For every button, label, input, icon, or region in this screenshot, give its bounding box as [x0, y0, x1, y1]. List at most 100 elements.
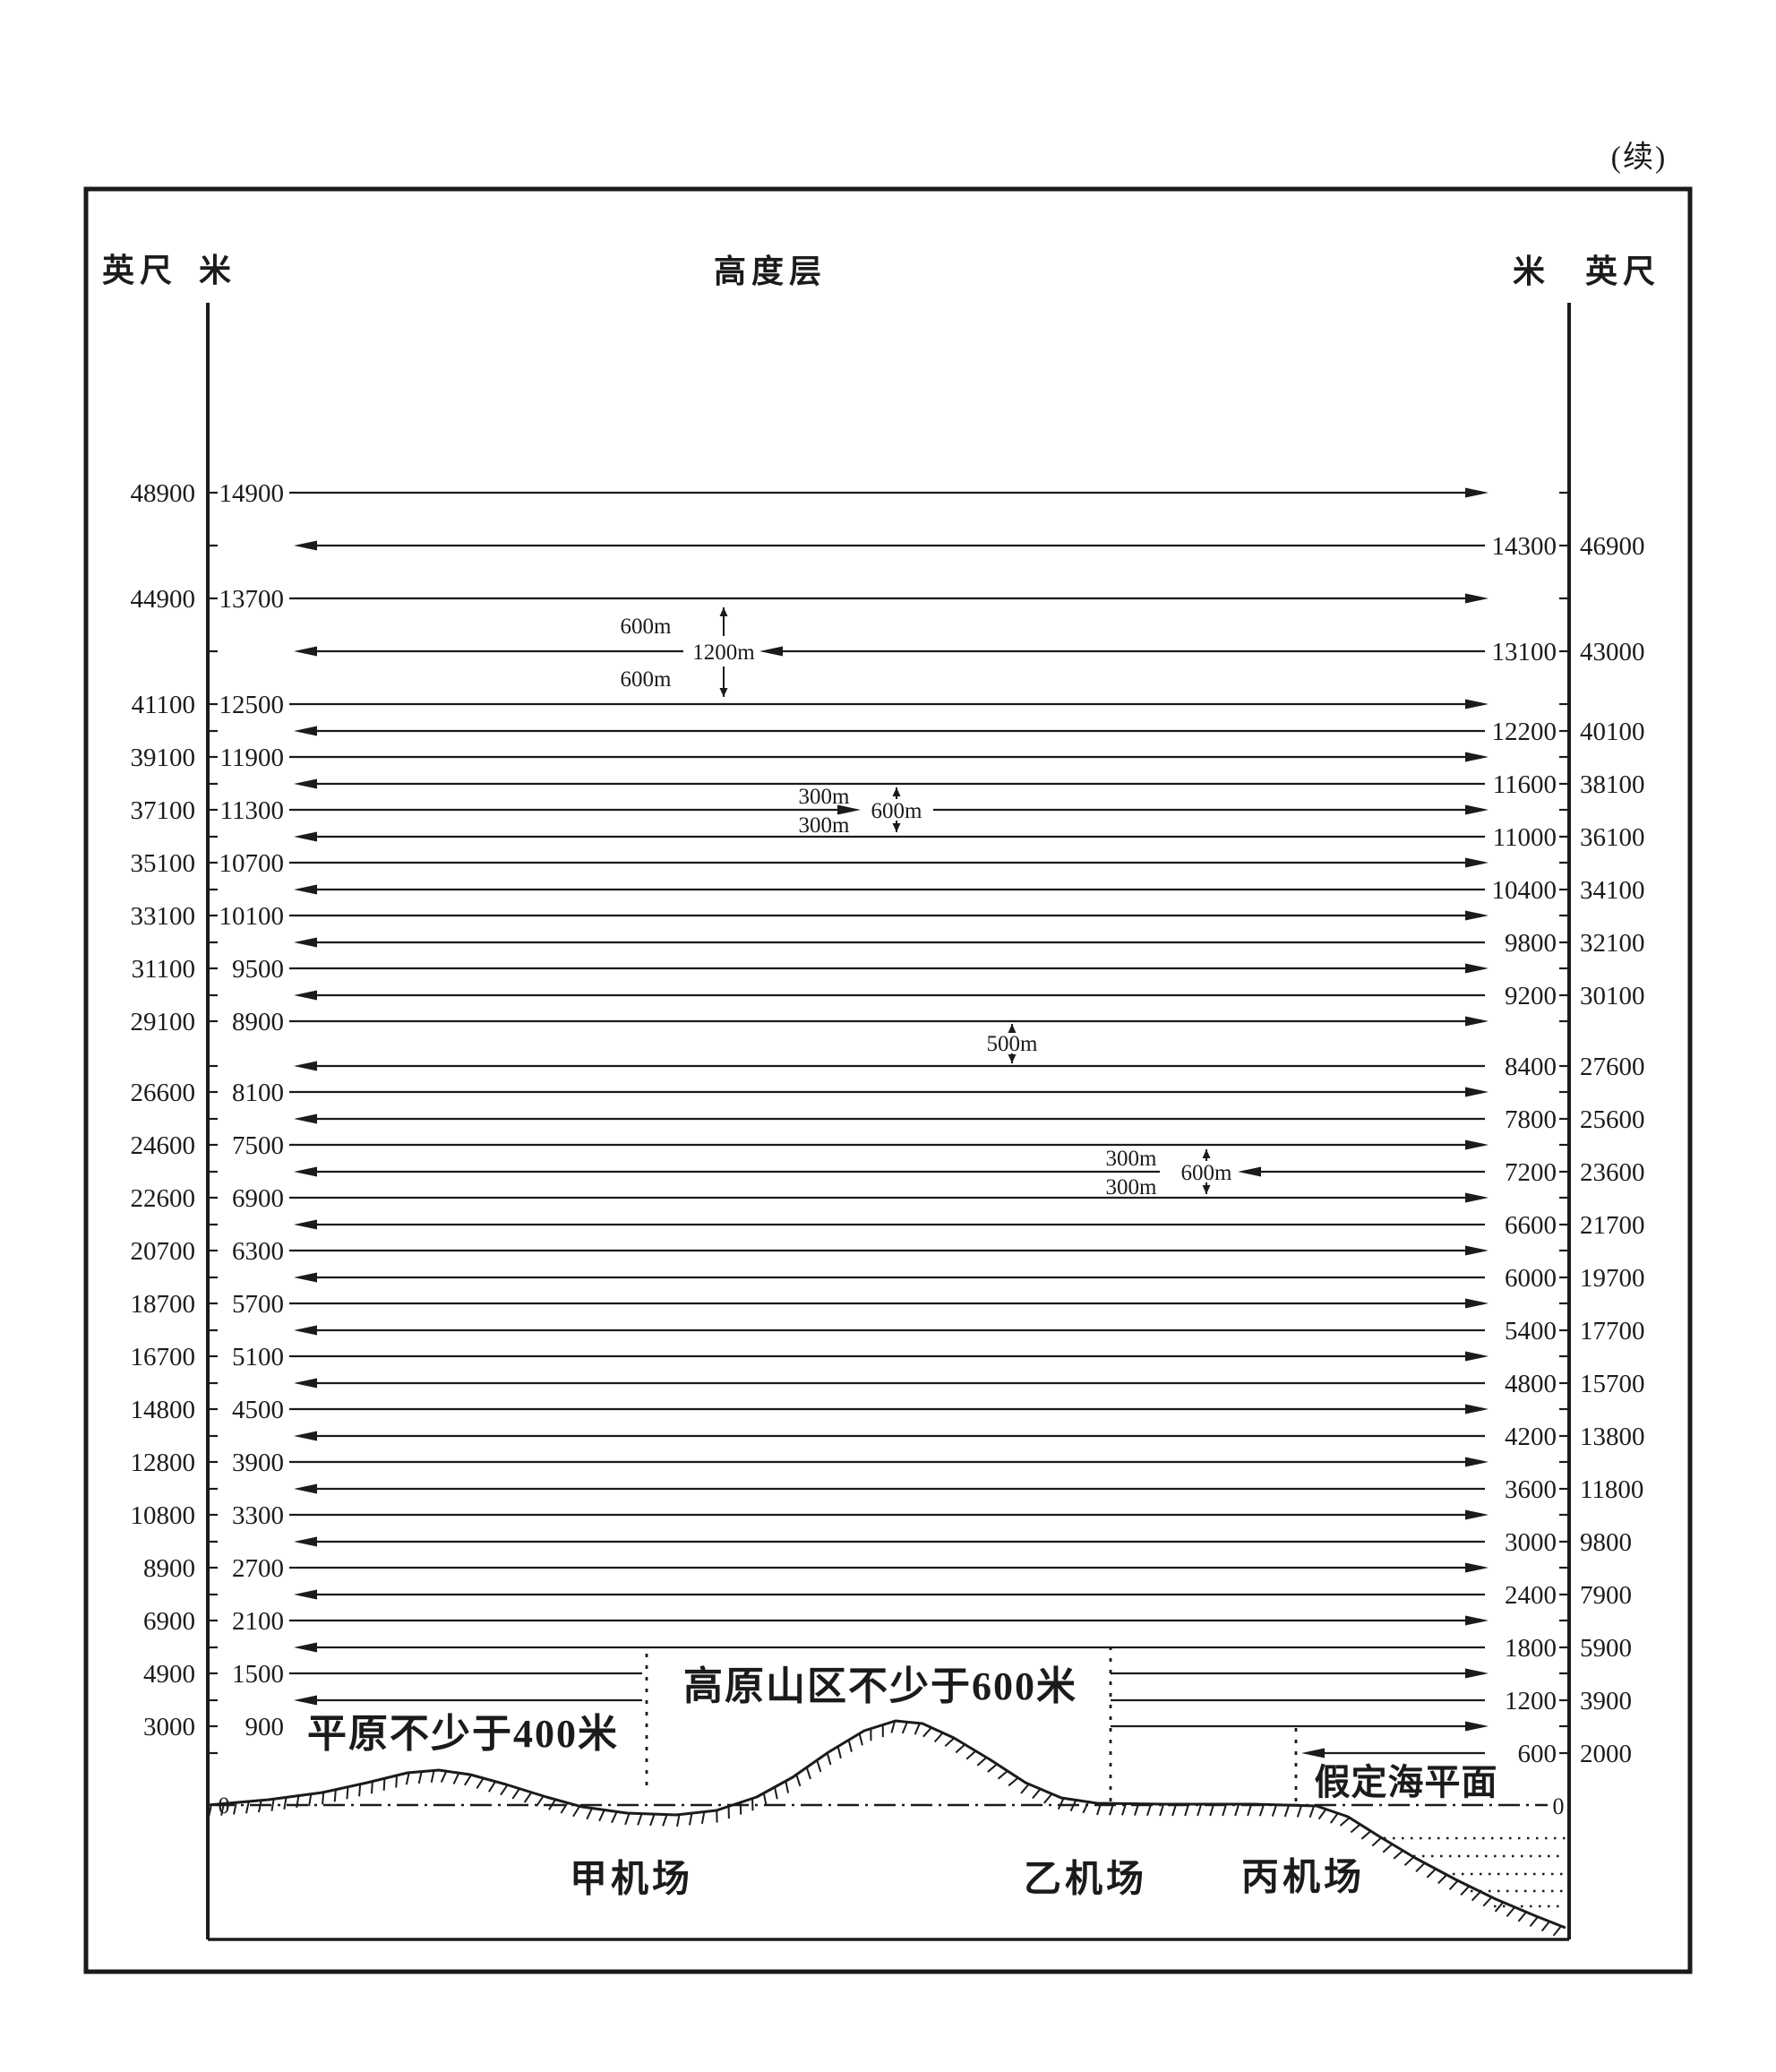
meters-label-left: 6300 [232, 1237, 284, 1266]
westbound-arrowhead [294, 1483, 317, 1494]
eastbound-arrowhead [1465, 1457, 1489, 1467]
meters-label-right: 600 [1518, 1740, 1557, 1768]
terrain-hatch [1247, 1803, 1253, 1817]
terrain-hatch [208, 1804, 212, 1818]
terrain-hatch [488, 1781, 496, 1793]
feet-label-right: 15700 [1580, 1370, 1645, 1398]
terrain-hatch [774, 1786, 778, 1800]
terrain-hatch [598, 1810, 605, 1822]
zero-label-right: 0 [1553, 1793, 1565, 1819]
feet-label-right: 32100 [1580, 929, 1645, 958]
terrain-hatch [1121, 1803, 1128, 1816]
eastbound-arrowhead [1465, 752, 1489, 762]
meters-label-left: 1500 [232, 1660, 284, 1689]
meters-label-right: 14300 [1492, 532, 1557, 561]
plain-minimum-label: 平原不少于400米 [307, 1712, 619, 1756]
separation-label-upper-separation: 1200m [692, 641, 755, 665]
westbound-arrowhead [1238, 1166, 1261, 1177]
feet-label-left: 3000 [143, 1713, 195, 1741]
meters-label-right: 7800 [1505, 1105, 1557, 1134]
westbound-arrowhead [294, 1272, 317, 1283]
terrain-hatch [1171, 1803, 1178, 1817]
eastbound-arrowhead [1465, 1245, 1489, 1256]
header-feet-left: 英尺 [101, 253, 178, 288]
terrain-hatch [430, 1770, 435, 1783]
terrain-hatch [816, 1759, 822, 1773]
westbound-arrowhead [294, 1642, 317, 1653]
meters-label-left: 5700 [232, 1290, 284, 1319]
airport-c-label: 丙机场 [1240, 1857, 1366, 1899]
terrain-hatch [1020, 1783, 1030, 1794]
westbound-arrowhead [294, 1431, 317, 1441]
terrain-hatch [1234, 1803, 1240, 1817]
feet-label-right: 43000 [1580, 638, 1645, 666]
terrain-hatch [858, 1732, 863, 1746]
westbound-arrowhead [294, 1061, 317, 1071]
westbound-arrowhead [294, 831, 317, 842]
separation-label-mid-upper-separation: 300m [799, 813, 851, 838]
eastbound-arrowhead [837, 804, 861, 815]
eastbound-arrowhead [1465, 1668, 1489, 1679]
eastbound-arrowhead [1465, 1087, 1489, 1097]
terrain-hatch [220, 1803, 225, 1816]
terrain-hatch [649, 1813, 656, 1827]
terrain-hatch [1042, 1793, 1053, 1804]
westbound-arrowhead [294, 884, 317, 895]
feet-label-left: 20700 [131, 1237, 196, 1266]
separation-varrow-head [1008, 1024, 1017, 1033]
terrain-hatch [511, 1788, 520, 1800]
meters-label-left: 10100 [219, 902, 285, 931]
terrain-hatch [1134, 1803, 1140, 1816]
header-feet-right: 英尺 [1584, 254, 1661, 289]
feet-label-left: 14800 [131, 1396, 196, 1424]
terrain-hatch [1069, 1800, 1077, 1812]
feet-label-left: 26600 [131, 1079, 196, 1107]
airport-b-label: 乙机场 [1023, 1859, 1148, 1901]
westbound-arrowhead [294, 1325, 317, 1336]
terrain-hatch [1032, 1788, 1042, 1800]
terrain-hatch [933, 1732, 944, 1743]
feet-label-right: 36100 [1580, 823, 1645, 852]
terrain-hatch [452, 1772, 460, 1784]
terrain-hatch [1057, 1797, 1065, 1810]
eastbound-arrowhead [1465, 1509, 1489, 1520]
eastbound-arrowhead [1465, 1351, 1489, 1362]
meters-label-left: 11900 [220, 744, 284, 772]
terrain-hatch [676, 1814, 681, 1827]
eastbound-arrowhead [1465, 1192, 1489, 1203]
meters-label-right: 9200 [1505, 982, 1557, 1010]
meters-label-left: 2100 [232, 1607, 284, 1636]
terrain-hatch [440, 1770, 448, 1783]
feet-label-left: 39100 [131, 744, 196, 772]
terrain-hatch [1146, 1803, 1153, 1817]
feet-label-left: 6900 [143, 1607, 195, 1636]
meters-label-left: 7500 [232, 1131, 284, 1160]
feet-label-right: 23600 [1580, 1158, 1645, 1187]
terrain-hatch [688, 1812, 693, 1826]
meters-label-right: 3600 [1505, 1475, 1557, 1504]
separation-label-upper-separation: 600m [621, 615, 673, 639]
terrain-hatch [1283, 1804, 1291, 1818]
meters-label-right: 3000 [1505, 1528, 1557, 1557]
eastbound-arrowhead [1465, 910, 1489, 921]
feet-label-right: 40100 [1580, 718, 1645, 746]
terrain-hatch [1197, 1803, 1203, 1817]
westbound-arrowhead [294, 1589, 317, 1600]
terrain-hatch [296, 1795, 300, 1809]
terrain-hatch [914, 1723, 921, 1735]
separation-label-lower-separation: 600m [1181, 1161, 1233, 1185]
terrain-hatch [1360, 1830, 1372, 1840]
terrain-hatch [1159, 1803, 1165, 1817]
separation-varrow-head [1202, 1149, 1211, 1158]
meters-label-left: 12500 [219, 691, 285, 719]
meters-label-left: 8900 [232, 1008, 284, 1036]
feet-label-left: 22600 [131, 1184, 196, 1213]
feet-label-right: 34100 [1580, 876, 1645, 905]
terrain-hatch [611, 1810, 618, 1824]
terrain-hatch [700, 1811, 706, 1825]
terrain-hatch [922, 1726, 932, 1738]
separation-label-upper-separation: 600m [621, 667, 673, 692]
terrain-hatch [1339, 1817, 1351, 1827]
westbound-arrowhead [294, 1536, 317, 1547]
terrain-hatch [1350, 1823, 1361, 1834]
